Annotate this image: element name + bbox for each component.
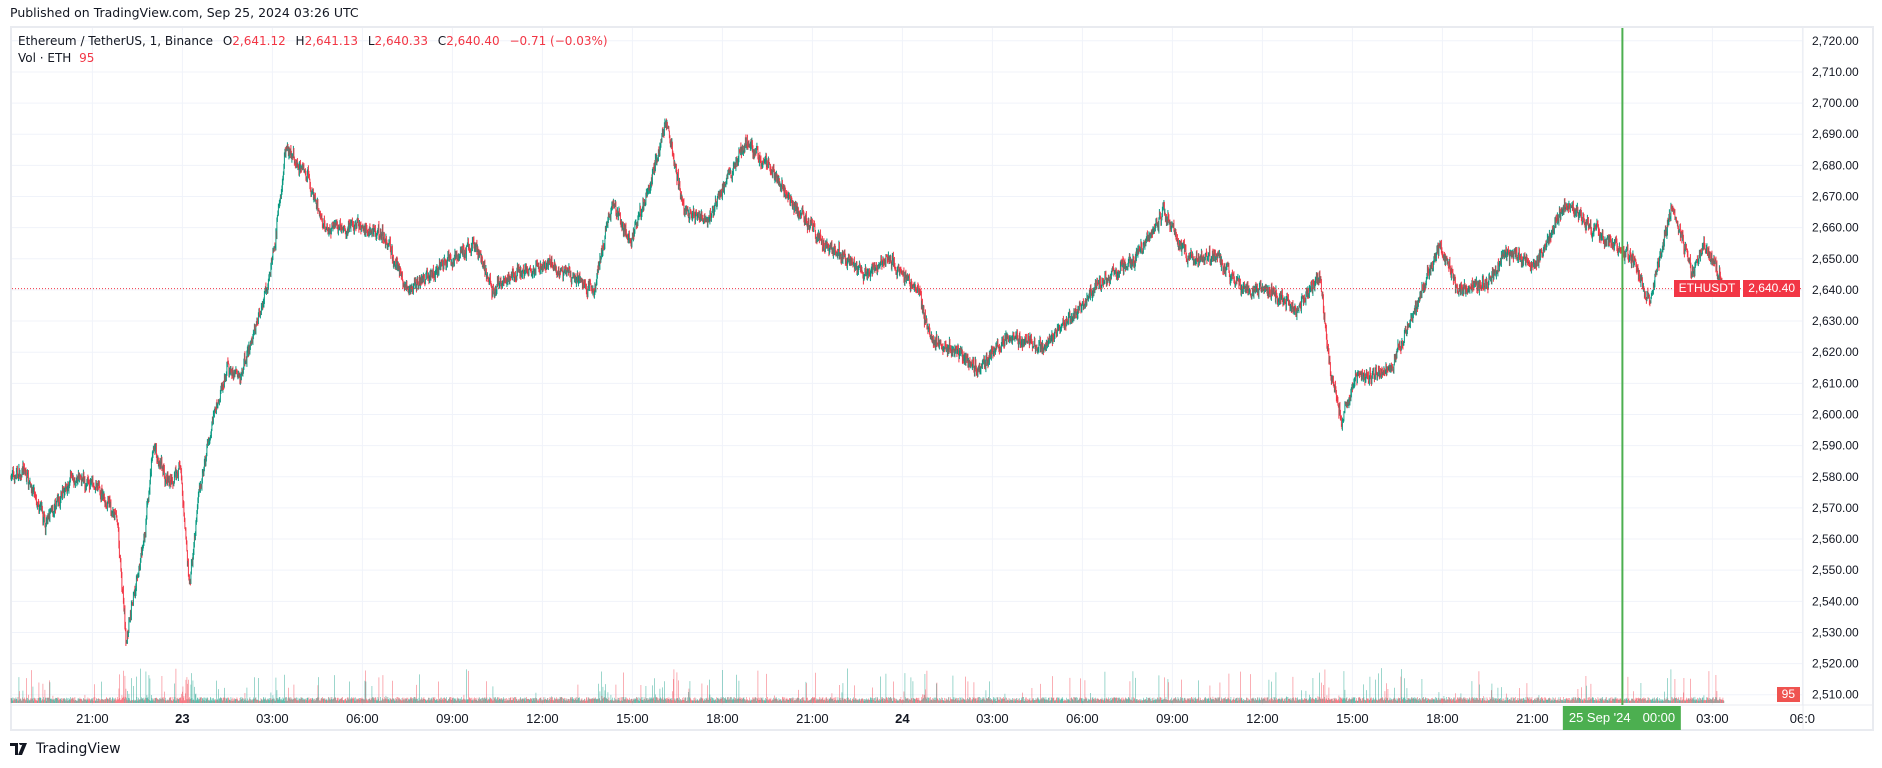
published-note: Published on TradingView.com, Sep 25, 20… [10, 5, 359, 20]
y-tick-label: 2,600.00 [1812, 407, 1859, 421]
y-tick-label: 2,610.00 [1812, 376, 1859, 390]
y-tick-label: 2,560.00 [1812, 532, 1859, 546]
y-tick-label: 2,680.00 [1812, 158, 1859, 172]
y-tick-label: 2,670.00 [1812, 190, 1859, 204]
y-tick-label: 2,510.00 [1812, 688, 1859, 702]
y-tick-label: 2,620.00 [1812, 345, 1859, 359]
y-tick-label: 2,580.00 [1812, 470, 1859, 484]
y-tick-label: 2,640.00 [1812, 283, 1859, 297]
y-tick-label: 2,720.00 [1812, 34, 1859, 48]
x-tick-label: 24 [895, 711, 910, 726]
x-tick-label: 15:00 [1336, 711, 1369, 726]
y-tick-label: 2,690.00 [1812, 127, 1859, 141]
x-tick-label: 12:00 [1246, 711, 1279, 726]
y-tick-label: 2,520.00 [1812, 657, 1859, 671]
x-tick-label: 15:00 [616, 711, 649, 726]
x-tick-label: 23 [175, 711, 189, 726]
x-tick-label: 06:0 [1790, 711, 1815, 726]
x-tick-label: 03:00 [256, 711, 289, 726]
y-tick-label: 2,530.00 [1812, 625, 1859, 639]
y-tick-label: 2,630.00 [1812, 314, 1859, 328]
y-tick-label: 2,550.00 [1812, 563, 1859, 577]
y-tick-label: 2,660.00 [1812, 221, 1859, 235]
x-tick-label: 21:00 [76, 711, 109, 726]
x-tick-label: 18:00 [1426, 711, 1459, 726]
x-tick-label: 21:00 [796, 711, 829, 726]
x-tick-label: 12:00 [526, 711, 559, 726]
x-tick-label: 03:00 [1696, 711, 1729, 726]
y-tick-label: 2,710.00 [1812, 65, 1859, 79]
y-tick-label: 2,570.00 [1812, 501, 1859, 515]
y-tick-label: 2,700.00 [1812, 96, 1859, 110]
x-tick-label: 21:00 [1516, 711, 1549, 726]
x-tick-label: 18:00 [706, 711, 739, 726]
y-tick-label: 2,540.00 [1812, 594, 1859, 608]
volume-bars [10, 668, 1725, 703]
x-tick-label: 09:00 [436, 711, 469, 726]
x-tick-label: 06:00 [346, 711, 379, 726]
candles [10, 118, 1725, 646]
x-tick-label: 09:00 [1156, 711, 1189, 726]
y-tick-label: 2,590.00 [1812, 439, 1859, 453]
chart-frame[interactable] [10, 26, 1874, 731]
x-tick-label: 06:00 [1066, 711, 1099, 726]
y-tick-label: 2,650.00 [1812, 252, 1859, 266]
x-tick-label: 03:00 [976, 711, 1009, 726]
